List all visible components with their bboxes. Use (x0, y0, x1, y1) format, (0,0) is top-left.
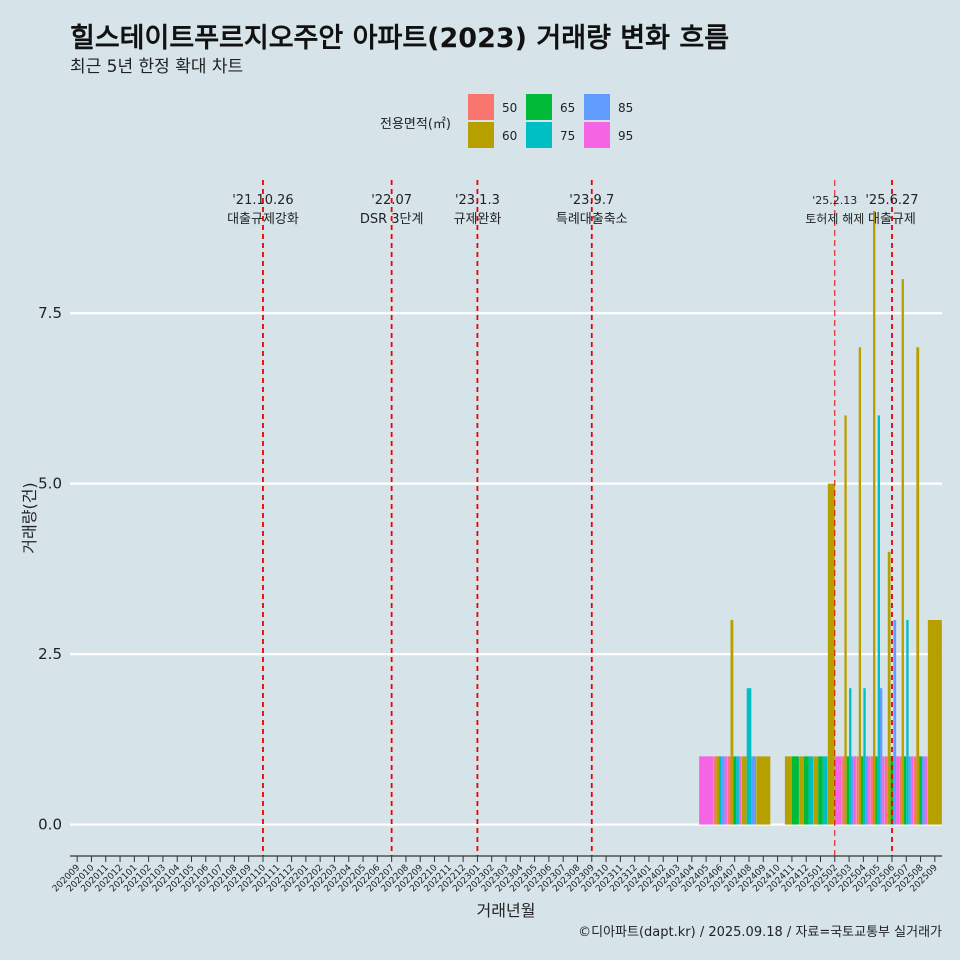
bar-60 (873, 210, 876, 825)
bar-85 (721, 756, 725, 825)
gridlines (70, 312, 942, 826)
bar-60 (827, 483, 835, 825)
legend-label: 75 (560, 129, 575, 143)
bar-50 (870, 756, 874, 825)
bar-60 (756, 756, 771, 825)
policy-date: '21.10.26 (232, 193, 293, 208)
bar-65 (733, 756, 737, 825)
policy-label: DSR 3단계 (360, 212, 424, 227)
bar-65 (919, 756, 922, 825)
bar-65 (861, 756, 864, 825)
bar-50 (899, 756, 902, 825)
bar-50 (842, 756, 845, 825)
legend-swatch-85 (584, 94, 610, 120)
y-tick-label: 7.5 (38, 304, 62, 322)
bar-50 (727, 756, 731, 825)
bar-95 (910, 756, 914, 825)
policy-date: '25.6.27 (865, 193, 918, 208)
chart-title: 힐스테이트푸르지오주안 아파트(2023) 거래량 변화 흐름 (70, 23, 730, 54)
legend-swatch-75 (526, 122, 552, 148)
policy-date: '25.2.13 (812, 194, 857, 207)
policy-annotations: '21.10.26 대출규제강화 '22.07 DSR 3단계 '23.1.3 규제완화 '… (227, 180, 919, 856)
bar-95 (834, 756, 842, 825)
bar-60 (799, 756, 804, 825)
bar-50 (713, 756, 717, 825)
bar-75 (849, 688, 852, 825)
bar-60 (901, 279, 904, 825)
bar-60 (916, 347, 920, 825)
bar-65 (846, 756, 850, 825)
bar-60 (730, 620, 734, 825)
policy-label: 대출규제강화 (227, 212, 299, 227)
y-tick-label: 0.0 (38, 816, 62, 834)
bar-50 (913, 756, 917, 825)
bar-65 (875, 756, 878, 825)
policy-label: 대출규제 (868, 212, 916, 227)
policy-date: '22.07 (371, 193, 412, 208)
bar-60 (784, 756, 792, 825)
legend: 전용면적(㎡) 50 60 65 75 85 95 (380, 94, 633, 148)
bar-65 (791, 756, 799, 825)
legend-label: 95 (618, 129, 633, 143)
bar-75 (719, 756, 722, 825)
bar-65 (818, 756, 823, 825)
y-tick-label: 5.0 (38, 475, 62, 493)
bar-85 (921, 756, 925, 825)
chart-subtitle: 최근 5년 한정 확대 차트 (70, 57, 244, 77)
legend-label: 50 (502, 101, 517, 115)
bar-95 (868, 756, 871, 825)
legend-label: 65 (560, 101, 575, 115)
legend-swatch-65 (526, 94, 552, 120)
bar-75 (906, 620, 909, 825)
bar-60 (813, 756, 819, 825)
bar-75 (736, 756, 739, 825)
policy-label: 규제완화 (453, 212, 501, 227)
bar-85 (880, 688, 883, 825)
bar-95 (738, 756, 742, 825)
bar-50 (884, 756, 888, 825)
policy-label: 토허제 해제 (805, 212, 864, 226)
legend-label: 60 (502, 129, 517, 143)
y-axis-label: 거래량(건) (20, 482, 39, 554)
bar-65 (803, 756, 809, 825)
bar-85 (851, 756, 854, 825)
bar-75 (822, 756, 828, 825)
bar-60 (716, 756, 720, 825)
bar-85 (751, 756, 757, 825)
bar-95 (882, 756, 885, 825)
bar-60 (858, 347, 862, 825)
x-axis-label: 거래년월 (476, 901, 536, 920)
bar-60 (844, 415, 847, 825)
legend-title: 전용면적(㎡) (380, 117, 451, 132)
bar-60 (742, 756, 747, 825)
bar-50 (856, 756, 859, 825)
bar-95 (896, 756, 899, 825)
bar-60 (927, 620, 942, 825)
source-caption: ©디아파트(dapt.kr) / 2025.09.18 / 자료=국토교통부 실… (578, 925, 942, 940)
bar-95 (924, 756, 928, 825)
bars (699, 210, 942, 825)
legend-swatch-95 (584, 122, 610, 148)
bar-65 (903, 756, 907, 825)
bar-95 (724, 756, 728, 825)
bar-75 (863, 688, 866, 825)
bar-85 (865, 756, 869, 825)
policy-date: '23.9.7 (569, 193, 614, 208)
bar-60 (887, 551, 891, 825)
bar-95 (699, 756, 714, 825)
bar-85 (908, 756, 911, 825)
legend-swatch-60 (468, 122, 494, 148)
policy-label: 특례대출축소 (556, 212, 628, 227)
bar-75 (877, 415, 881, 825)
policy-date: '23.1.3 (455, 193, 500, 208)
y-tick-label: 2.5 (38, 645, 62, 663)
bar-75 (808, 756, 814, 825)
legend-label: 85 (618, 101, 633, 115)
bar-95 (853, 756, 857, 825)
legend-swatch-50 (468, 94, 494, 120)
bar-85 (893, 620, 897, 825)
bar-65 (890, 756, 894, 825)
bar-75 (746, 688, 752, 825)
